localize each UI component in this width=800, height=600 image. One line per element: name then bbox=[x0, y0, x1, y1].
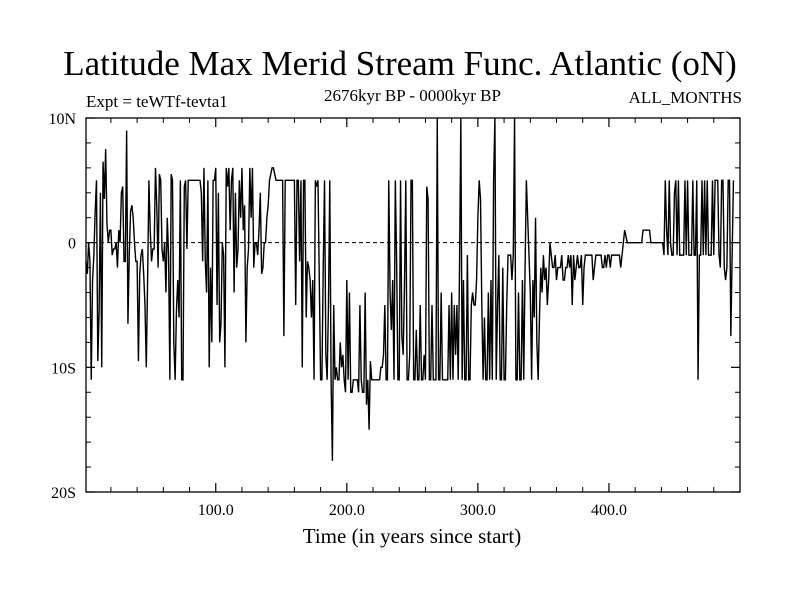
y-axis: 10N 0 10S 20S bbox=[48, 111, 740, 502]
x-axis-label: Time (in years since start) bbox=[303, 524, 522, 548]
y-tick-label: 20S bbox=[51, 485, 76, 502]
plot-frame bbox=[85, 117, 741, 493]
x-tick-label: 200.0 bbox=[329, 502, 365, 519]
x-tick-label: 100.0 bbox=[198, 502, 234, 519]
x-tick-label: 400.0 bbox=[591, 502, 627, 519]
y-tick-label: 10S bbox=[51, 360, 76, 377]
period-label: 2676kyr BP - 0000kyr BP bbox=[324, 86, 501, 105]
series-line bbox=[85, 117, 735, 461]
x-tick-label: 300.0 bbox=[460, 502, 496, 519]
y-tick-label: 10N bbox=[48, 111, 76, 128]
chart-title: Latitude Max Merid Stream Func. Atlantic… bbox=[63, 44, 737, 83]
months-label: ALL_MONTHS bbox=[628, 88, 742, 107]
x-axis: 100.0 200.0 300.0 400.0 bbox=[110, 118, 715, 519]
y-tick-label: 0 bbox=[68, 236, 76, 253]
experiment-label: Expt = teWTf-tevta1 bbox=[86, 92, 228, 111]
